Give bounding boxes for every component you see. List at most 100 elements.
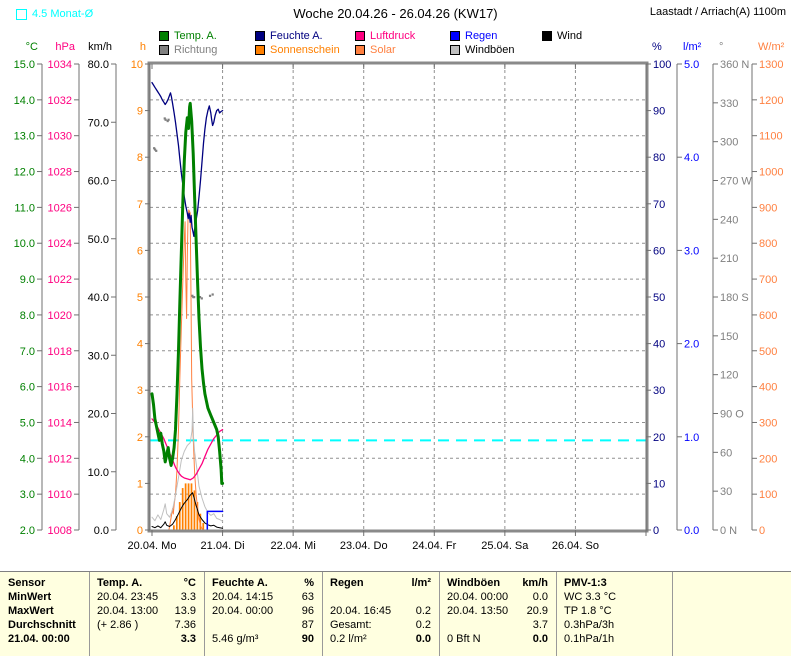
- series-luftdruck: [151, 418, 224, 481]
- table-cell: 20.04. 00:00 0.0: [447, 591, 548, 603]
- axis-tick-label: 300: [759, 417, 777, 429]
- x-axis-labels: 20.04. Mo 21.04. Di 22.04. Mi 23.04. Do 24.0…: [128, 540, 599, 552]
- monthly-avg-legend[interactable]: 4.5 Monat-Ø: [16, 8, 93, 20]
- series-windb-en: [151, 407, 224, 522]
- legend-item-richtung[interactable]: Richtung: [159, 44, 217, 56]
- table-column-separator: [439, 572, 440, 656]
- axis-tick-label: 900: [759, 202, 777, 214]
- legend-item-temp-a[interactable]: Temp. A.: [159, 30, 217, 42]
- series-regen: [206, 510, 224, 531]
- legend-label: Regen: [465, 30, 498, 42]
- axis-tick-label: 700: [759, 274, 777, 286]
- table-cell: 20.04. 00:00 96: [212, 605, 314, 617]
- table-cell: (+ 2.86 ) 7.36: [97, 619, 196, 631]
- series-feuchte-a: [151, 81, 224, 238]
- axis-tick-label: 2.0: [20, 525, 35, 537]
- axis-pressure: 1008 1010 1012 1014 1016 1018 1020 1022 1024 1026…: [48, 41, 80, 537]
- axis-tick-label: 8.0: [20, 310, 35, 322]
- axis-tick-label: 100: [759, 489, 777, 501]
- axis-tick-label: 1000: [759, 167, 783, 179]
- axis-tick-label: 240: [720, 214, 738, 226]
- axis-tick-label: 210: [720, 253, 738, 265]
- axis-tick-label: 20.0: [88, 409, 109, 421]
- legend-item-regen[interactable]: Regen: [450, 30, 497, 42]
- axis-tick-label: 2.0: [684, 339, 699, 351]
- axis-tick-label: 1300: [759, 59, 783, 71]
- axis-tick-label: 5: [137, 292, 143, 304]
- axis-unit-label: h: [140, 41, 146, 53]
- axis-tick-label: 40: [653, 339, 665, 351]
- table-cell: 5.46 g/m³ 90: [212, 633, 314, 645]
- legend-item-solar[interactable]: Solar: [355, 44, 396, 56]
- axis-tick-label: 9.0: [20, 274, 35, 286]
- table-cell: TP 1.8 °C: [564, 605, 612, 617]
- day-ticks: [151, 64, 647, 536]
- x-axis-label: 20.04. Mo: [128, 540, 177, 552]
- axis-unit-label: W/m²: [758, 41, 785, 53]
- x-axis-label: 25.04. Sa: [481, 540, 529, 552]
- table-row-label: MaxWert: [8, 605, 54, 617]
- axis-tick-label: 1026: [48, 202, 72, 214]
- table-cell: 20.04. 13:00 13.9: [97, 605, 196, 617]
- legend-item-wind[interactable]: Wind: [542, 30, 582, 42]
- wind-swatch-icon: [542, 31, 552, 41]
- axis-tick-label: 3.0: [20, 489, 35, 501]
- windb-en-swatch-icon: [450, 45, 460, 55]
- legend-label: Feuchte A.: [270, 30, 323, 42]
- axis-tick-label: 8: [137, 152, 143, 164]
- axis-tick-label: 12.0: [14, 167, 35, 179]
- x-axis-label: 22.04. Mi: [271, 540, 316, 552]
- axis-tick-label: 5.0: [684, 59, 699, 71]
- axis-tick-label: 120: [720, 370, 738, 382]
- plot-area[interactable]: [150, 64, 646, 530]
- table-cell: 20.04. 13:50 20.9: [447, 605, 548, 617]
- axis-tick-label: 1032: [48, 95, 72, 107]
- axis-tick-label: 60: [653, 245, 665, 257]
- legend-label: Wind: [557, 30, 583, 42]
- axis-tick-label: 6: [137, 245, 143, 257]
- axis-tick-label: 200: [759, 453, 777, 465]
- legend-item-windb-en[interactable]: Windböen: [450, 44, 515, 56]
- axis-tick-label: 4.0: [20, 453, 35, 465]
- table-column-separator: [322, 572, 323, 656]
- axis-tick-label: 15.0: [14, 59, 35, 71]
- table-cell: 20.04. 23:45 3.3: [97, 591, 196, 603]
- axis-tick-label: 1028: [48, 167, 72, 179]
- axis-tick-label: 300: [720, 137, 738, 149]
- axis-tick-label: 7: [137, 199, 143, 211]
- table-cell: 0.3hPa/3h: [564, 619, 615, 631]
- richtung-swatch-icon: [159, 45, 169, 55]
- legend-label: Solar: [370, 44, 396, 56]
- table-column-separator: [204, 572, 205, 656]
- axis-tick-label: 50.0: [88, 234, 109, 246]
- table-header-sensor: Sensor: [8, 577, 46, 589]
- axis-unit-label: °C: [26, 41, 38, 53]
- axis-tick-label: 1010: [48, 489, 72, 501]
- legend-item-feuchte-a[interactable]: Feuchte A.: [255, 30, 323, 42]
- table-divider: [0, 571, 791, 572]
- axis-tick-label: 5.0: [20, 417, 35, 429]
- legend-item-luftdruck[interactable]: Luftdruck: [355, 30, 415, 42]
- axis-unit-label: km/h: [88, 41, 112, 53]
- axis-tick-label: 1034: [48, 59, 72, 71]
- series-wind: [151, 492, 224, 529]
- axis-tick-label: 10: [131, 59, 143, 71]
- axis-tick-label: 3.0: [684, 245, 699, 257]
- axis-tick-label: 360 N: [720, 59, 749, 71]
- legend-label: Temp. A.: [174, 30, 217, 42]
- axis-tick-label: 150: [720, 331, 738, 343]
- axis-tick-label: 30: [653, 385, 665, 397]
- table-header-regen: Regen l/m²: [330, 577, 431, 589]
- axis-tick-label: 80: [653, 152, 665, 164]
- table-row-label: MinWert: [8, 591, 52, 603]
- table-cell: 20.04. 14:15 63: [212, 591, 314, 603]
- axis-unit-label: °: [719, 41, 723, 53]
- axis-tick-label: 13.0: [14, 131, 35, 143]
- axis-tick-label: 1014: [48, 417, 72, 429]
- avg-line-swatch-icon: [16, 8, 27, 20]
- feuchte-a-swatch-icon: [255, 31, 265, 41]
- page-title: Woche 20.04.26 - 26.04.26 (KW17): [293, 6, 498, 21]
- axis-solar: 0 100 200 300 400 500 600 700 800 900 1000 1100 1200…: [751, 41, 785, 537]
- axis-humidity: 0 10 20 30 40 50 60 70 80 90 100%: [645, 41, 671, 537]
- legend-item-sonnenschein[interactable]: Sonnenschein: [255, 44, 340, 56]
